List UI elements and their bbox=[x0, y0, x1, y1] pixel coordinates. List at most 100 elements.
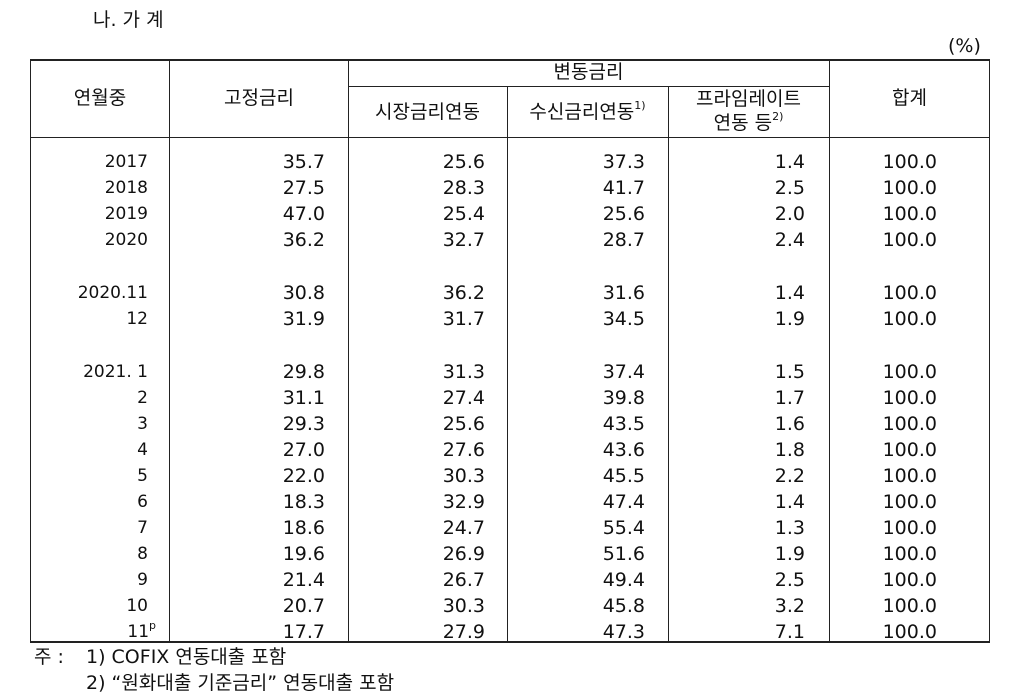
cell: 100.0 bbox=[882, 465, 937, 487]
cell: 22.0 bbox=[282, 465, 325, 487]
row-label-text: 6 bbox=[137, 492, 148, 512]
cell: 25.6 bbox=[442, 151, 485, 173]
cell: 36.2 bbox=[282, 229, 325, 251]
cell: 18.6 bbox=[282, 517, 325, 539]
cell: 34.5 bbox=[602, 308, 645, 330]
cell: 27.0 bbox=[282, 439, 325, 461]
cell: 30.3 bbox=[442, 465, 485, 487]
row-label: 2021. 1 bbox=[83, 360, 148, 384]
cell: 47.3 bbox=[602, 621, 645, 643]
cell: 1.8 bbox=[774, 439, 805, 461]
cell: 1.6 bbox=[774, 413, 805, 435]
cell: 1.9 bbox=[774, 543, 805, 565]
cell: 30.3 bbox=[442, 595, 485, 617]
cell: 2.5 bbox=[774, 177, 805, 199]
cell: 43.5 bbox=[602, 413, 645, 435]
cell: 100.0 bbox=[882, 621, 937, 643]
cell: 7.1 bbox=[774, 621, 805, 643]
cell: 36.2 bbox=[442, 282, 485, 304]
cell: 100.0 bbox=[882, 439, 937, 461]
cell: 100.0 bbox=[882, 282, 937, 304]
cell: 49.4 bbox=[602, 569, 645, 591]
row-label: 11p bbox=[127, 620, 156, 644]
cell: 31.9 bbox=[282, 308, 325, 330]
row-label: 2020.11 bbox=[78, 281, 148, 305]
cell: 100.0 bbox=[882, 413, 937, 435]
header-cell: 연월중 bbox=[73, 87, 127, 109]
row-label: 2020 bbox=[105, 228, 148, 252]
cell: 55.4 bbox=[602, 517, 645, 539]
border bbox=[348, 60, 349, 642]
row-label: 2018 bbox=[105, 176, 148, 200]
section-title: 나. 가 계 bbox=[93, 9, 164, 31]
cell: 2.5 bbox=[774, 569, 805, 591]
cell: 1.5 bbox=[774, 361, 805, 383]
cell: 25.4 bbox=[442, 203, 485, 225]
border bbox=[348, 86, 829, 87]
row-label-text: 4 bbox=[137, 440, 148, 460]
row-label-text: 2020.11 bbox=[77, 283, 148, 303]
cell: 32.7 bbox=[442, 229, 485, 251]
header-cell: 변동금리 bbox=[553, 61, 624, 83]
cell: 31.3 bbox=[442, 361, 485, 383]
row-label-text: 2019 bbox=[104, 204, 148, 224]
header-text: 수신금리연동 bbox=[529, 101, 635, 123]
cell: 2.2 bbox=[774, 465, 805, 487]
cell: 26.7 bbox=[442, 569, 485, 591]
row-label-text: 2020 bbox=[104, 230, 148, 250]
cell: 35.7 bbox=[282, 151, 325, 173]
border bbox=[507, 87, 508, 642]
row-label-text: 2018 bbox=[104, 178, 148, 198]
cell: 21.4 bbox=[282, 569, 325, 591]
row-label: 3 bbox=[137, 412, 148, 436]
cell: 3.2 bbox=[774, 595, 805, 617]
cell: 26.9 bbox=[442, 543, 485, 565]
cell: 31.6 bbox=[602, 282, 645, 304]
unit: (%) bbox=[948, 35, 981, 57]
cell: 100.0 bbox=[882, 595, 937, 617]
cell: 100.0 bbox=[882, 229, 937, 251]
cell: 45.8 bbox=[602, 595, 645, 617]
border bbox=[30, 60, 31, 642]
footnote-mark: 1) bbox=[634, 99, 646, 112]
cell: 18.3 bbox=[282, 491, 325, 513]
cell: 25.6 bbox=[602, 203, 645, 225]
row-label: 7 bbox=[137, 516, 148, 540]
row-label-text: 5 bbox=[137, 466, 148, 486]
row-label-text: 10 bbox=[126, 596, 148, 616]
cell: 28.3 bbox=[442, 177, 485, 199]
cell: 100.0 bbox=[882, 569, 937, 591]
cell: 100.0 bbox=[882, 151, 937, 173]
cell: 100.0 bbox=[882, 387, 937, 409]
border bbox=[30, 137, 990, 138]
cell: 31.7 bbox=[442, 308, 485, 330]
border bbox=[169, 60, 170, 642]
cell: 41.7 bbox=[602, 177, 645, 199]
cell: 27.6 bbox=[442, 439, 485, 461]
cell: 100.0 bbox=[882, 517, 937, 539]
border bbox=[668, 87, 669, 642]
cell: 29.8 bbox=[282, 361, 325, 383]
cell: 27.5 bbox=[282, 177, 325, 199]
border bbox=[30, 59, 990, 61]
cell: 28.7 bbox=[602, 229, 645, 251]
row-label-text: 12 bbox=[126, 309, 148, 329]
header-cell: 시장금리연동 bbox=[375, 101, 480, 123]
header-cell: 수신금리연동1) bbox=[507, 100, 668, 124]
cell: 1.3 bbox=[774, 517, 805, 539]
row-label-text: 3 bbox=[137, 414, 148, 434]
cell: 43.6 bbox=[602, 439, 645, 461]
cell: 37.3 bbox=[602, 151, 645, 173]
note: 1) COFIX 연동대출 포함 bbox=[86, 646, 287, 668]
border bbox=[30, 641, 990, 643]
cell: 27.9 bbox=[442, 621, 485, 643]
cell: 1.4 bbox=[774, 491, 805, 513]
cell: 29.3 bbox=[282, 413, 325, 435]
row-label: 9 bbox=[137, 568, 148, 592]
cell: 27.4 bbox=[442, 387, 485, 409]
cell: 100.0 bbox=[882, 308, 937, 330]
footnote-mark: p bbox=[149, 619, 156, 632]
row-label-text: 2 bbox=[137, 388, 148, 408]
row-label: 6 bbox=[137, 490, 148, 514]
cell: 2.0 bbox=[774, 203, 805, 225]
